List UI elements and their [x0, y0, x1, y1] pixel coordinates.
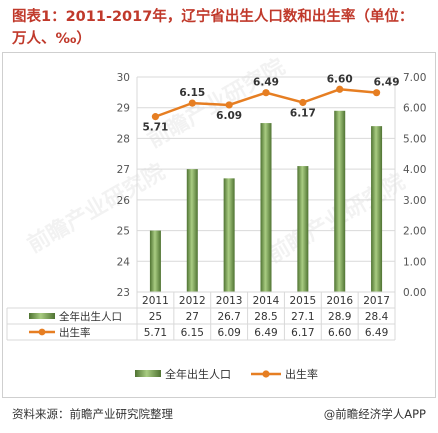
table-cell: 5.71 — [144, 327, 167, 339]
bar — [186, 169, 198, 292]
left-axis-tick-label: 30 — [117, 72, 130, 84]
x-axis-category-label: 2016 — [326, 295, 353, 307]
bar — [223, 178, 235, 292]
chart-frame: 前瞻产业研究院前瞻产业研究院前瞻产业研究院 23 24 25 26 27 28 29 30 0… — [2, 52, 436, 398]
right-axis-tick-label: 4.00 — [403, 164, 426, 176]
bar — [297, 166, 309, 292]
legend: 全年出生人口 出生率 — [135, 367, 318, 381]
bar-series — [149, 110, 383, 293]
left-axis-tick-label: 27 — [117, 164, 130, 176]
line-series: 5.71 6.15 6.09 6.49 6.17 6.60 6.49 — [142, 73, 399, 133]
legend-line-key-marker — [262, 370, 270, 378]
line-point — [299, 98, 307, 107]
left-axis-tick-label: 24 — [117, 256, 131, 268]
legend-bar-key — [135, 370, 161, 377]
chart-title: 图表1：2011-2017年，辽宁省出生人口数和出生率（单位：万人、‰） — [12, 9, 414, 47]
table-cell: 26.7 — [217, 311, 240, 323]
table-cell: 6.15 — [181, 327, 204, 339]
left-axis-tick-label: 28 — [117, 133, 130, 145]
line-data-label: 5.71 — [142, 122, 168, 134]
left-axis-tick-label: 25 — [117, 226, 130, 238]
left-axis-tick-label: 26 — [117, 195, 131, 207]
table-cell: 27 — [186, 311, 199, 323]
table-cell: 6.09 — [217, 327, 240, 339]
watermark-layer: 前瞻产业研究院前瞻产业研究院前瞻产业研究院 — [23, 54, 409, 269]
table-cell: 6.60 — [328, 327, 351, 339]
x-axis-category-label: 2011 — [142, 295, 169, 307]
line-point — [262, 89, 270, 97]
source-note: 资料来源：前瞻产业研究院整理 — [12, 407, 173, 421]
line-data-label: 6.49 — [253, 77, 279, 89]
line-point — [188, 99, 196, 107]
table-row-label: 全年出生人口 — [59, 310, 122, 323]
right-axis-tick-label: 3.00 — [403, 195, 426, 207]
brand-logo-text: @前瞻经济学人APP — [323, 407, 426, 421]
legend-label: 出生率 — [285, 367, 318, 381]
bar — [260, 123, 272, 292]
table-cell: 28.5 — [254, 311, 277, 323]
table-cell: 6.49 — [365, 327, 388, 339]
table-cell: 6.49 — [254, 327, 277, 339]
x-axis-category-label: 2012 — [179, 295, 206, 307]
chart-canvas: 前瞻产业研究院前瞻产业研究院前瞻产业研究院 23 24 25 26 27 28 29 30 0… — [6, 54, 426, 381]
line-point — [336, 85, 344, 93]
x-axis-category-label: 2014 — [253, 295, 280, 307]
table-cell: 6.17 — [291, 327, 314, 339]
left-axis-ticks: 23 24 25 26 27 28 29 30 — [117, 72, 131, 299]
table-cell: 28.9 — [328, 311, 351, 323]
x-axis-category-label: 2015 — [289, 295, 316, 307]
right-axis-tick-label: 7.00 — [403, 72, 426, 84]
x-axis-category-label: 2013 — [216, 295, 243, 307]
line-data-label: 6.15 — [179, 87, 205, 99]
right-axis-tick-label: 1.00 — [403, 256, 426, 268]
bar — [149, 230, 161, 292]
table-cell: 27.1 — [291, 311, 314, 323]
line-point — [151, 113, 160, 121]
table-bar-key — [29, 313, 55, 319]
bar — [371, 126, 383, 293]
right-axis-tick-label: 5.00 — [403, 133, 426, 145]
line-data-label: 6.09 — [216, 110, 242, 122]
line-point — [225, 101, 233, 109]
line-data-label: 6.60 — [327, 73, 353, 85]
watermark-text: 前瞻产业研究院 — [23, 159, 169, 259]
right-axis-tick-label: 6.00 — [403, 103, 426, 115]
bar — [334, 110, 346, 293]
right-axis-tick-label: 2.00 — [403, 226, 426, 238]
left-axis-tick-label: 23 — [117, 287, 130, 299]
line-data-label: 6.49 — [374, 77, 400, 89]
x-axis-category-label: 2017 — [363, 295, 390, 307]
right-axis-ticks: 0.00 1.00 2.00 3.00 4.00 5.00 6.00 7.00 — [403, 72, 426, 299]
left-axis-tick-label: 29 — [117, 103, 130, 115]
right-axis-tick-label: 0.00 — [403, 287, 426, 299]
legend-label: 全年出生人口 — [165, 367, 231, 381]
table-line-key-marker — [38, 328, 46, 336]
table-cell: 25 — [149, 311, 162, 323]
table-row-label: 出生率 — [59, 326, 91, 339]
table-cell: 28.4 — [365, 311, 389, 323]
line-data-label: 6.17 — [290, 107, 316, 119]
line-point — [372, 89, 381, 97]
footer: 资料来源：前瞻产业研究院整理 @前瞻经济学人APP — [0, 398, 438, 433]
